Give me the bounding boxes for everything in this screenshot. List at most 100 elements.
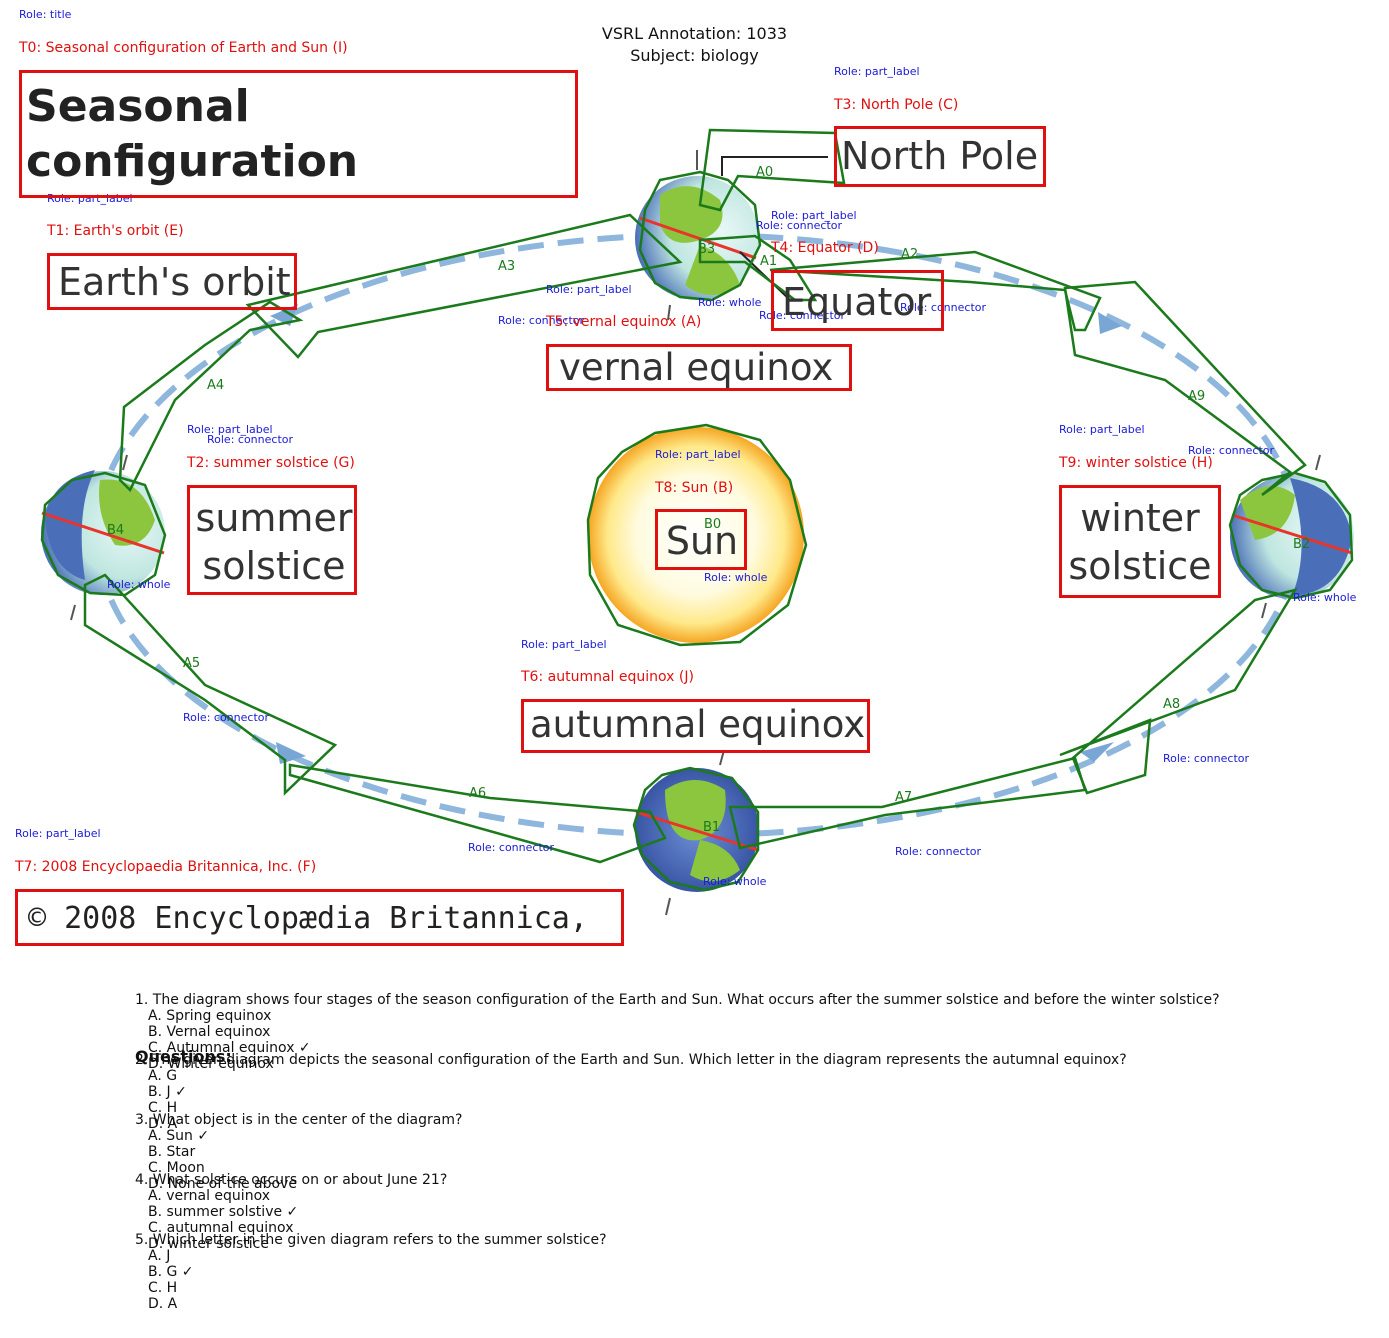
question-1-option: D. Winter equinox [148, 1056, 274, 1072]
vernal-box: vernal equinox [546, 344, 852, 391]
question-4: 4. What solstice occurs on or about June… [135, 1172, 448, 1188]
arrow-label-a1: A1 [760, 254, 778, 269]
outline-b1 [632, 766, 760, 892]
arrow-label-a5: A5 [183, 656, 201, 671]
outline-a9 [1063, 280, 1307, 497]
blob-label-b3: B3 [698, 242, 716, 257]
orbit-arrow-icon [1080, 742, 1114, 762]
question-4-option: B. summer solstive ✓ [148, 1204, 299, 1220]
summer-line-2: solstice [202, 544, 346, 588]
role-part-label: Role: part_label [15, 827, 101, 840]
question-5-option: C. H [148, 1280, 178, 1296]
question-2-option: C. H [148, 1100, 178, 1116]
summer-line-1: summer [195, 496, 353, 540]
question-5-option: D. A [148, 1296, 178, 1312]
summer-box: summer solstice [187, 485, 357, 595]
question-4-option: A. vernal equinox [148, 1188, 270, 1204]
title-line-1: Seasonal configuration [26, 81, 359, 187]
outline-a6 [288, 763, 667, 864]
label-t6: T6: autumnal equinox (J) [521, 669, 694, 685]
arrow-label-a3: A3 [498, 259, 516, 274]
questions-heading: Questions: [135, 1047, 232, 1066]
question-2-option: A. G [148, 1068, 178, 1084]
annotation-id: VSRL Annotation: 1033 [601, 24, 788, 43]
question-2: 2. The given diagram depicts the seasona… [135, 1052, 1127, 1068]
question-1-option: B. Vernal equinox [148, 1024, 271, 1040]
blob-label-b1: B1 [703, 820, 721, 835]
earth-right [1230, 454, 1354, 619]
outline-b0 [586, 423, 808, 647]
role-part-label: Role: part_label [521, 638, 607, 651]
question-3-option: C. Moon [148, 1160, 205, 1176]
question-3: 3. What object is in the center of the d… [135, 1112, 463, 1128]
label-t2: T2: summer solstice (G) [187, 455, 355, 471]
label-t4: T4: Equator (D) [771, 240, 879, 256]
question-5-option: A. J [148, 1248, 171, 1264]
copyright-text: © 2008 Encyclopædia Britannica, Inc. [28, 901, 588, 936]
question-1-option: C. Autumnal equinox ✓ [148, 1040, 311, 1056]
role-part-label: Role: part_label [546, 283, 632, 296]
role-part-label: Role: part_label [771, 209, 857, 222]
orbit-arrow-icon [1098, 312, 1122, 334]
outline-b2 [1228, 471, 1354, 600]
role-connector: Role: connector [183, 711, 270, 724]
outline-a4 [118, 300, 304, 493]
question-1: 1. The diagram shows four stages of the … [135, 992, 1220, 1008]
role-part-label: Role: part_label [655, 448, 741, 461]
earth-bottom [635, 749, 759, 916]
label-t7: T7: 2008 Encyclopaedia Britannica, Inc. … [15, 859, 317, 875]
equator-box: Equator [771, 270, 944, 331]
vernal-text: vernal equinox [559, 346, 834, 389]
role-connector: Role: connector [756, 219, 843, 232]
role-connector: Role: connector [895, 845, 982, 858]
north-pole-text: North Pole [841, 134, 1039, 178]
arrow-label-a8: A8 [1163, 697, 1181, 712]
role-whole: Role: whole [704, 571, 768, 584]
outline-a2 [769, 250, 1102, 332]
role-connector: Role: connector [1188, 444, 1275, 457]
role-connector: Role: connector [759, 309, 846, 322]
winter-line-1: winter [1080, 496, 1200, 540]
role-whole: Role: whole [698, 296, 762, 309]
question-4-option: C. autumnal equinox [148, 1220, 294, 1236]
outline-b4 [40, 471, 167, 597]
winter-box: winter solstice [1059, 485, 1221, 598]
orbit-text: Earth's orbit [58, 260, 291, 304]
autumnal-box: autumnal equinox [521, 699, 870, 753]
role-connector: Role: connector [207, 433, 294, 446]
outline-a3 [245, 213, 683, 359]
blob-label-b2: B2 [1293, 537, 1311, 552]
arrow-label-a6: A6 [469, 786, 487, 801]
arrow-label-a2: A2 [901, 247, 919, 262]
label-t1: T1: Earth's orbit (E) [47, 223, 184, 239]
outline-a5 [83, 573, 338, 796]
label-t5: T5: vernal equinox (A) [546, 314, 702, 330]
question-1-option: A. Spring equinox [148, 1008, 272, 1024]
question-4-option: D. winter solstice [148, 1236, 269, 1252]
outline-b3 [638, 170, 762, 302]
autumnal-text: autumnal equinox [530, 703, 866, 746]
outline-a8 [1059, 588, 1298, 795]
label-t3: T3: North Pole (C) [834, 97, 959, 113]
outline-a1 [698, 234, 818, 302]
role-part-label: Role: part_label [187, 423, 273, 436]
north-pole-box: North Pole [834, 126, 1046, 187]
question-3-option: A. Sun ✓ [148, 1128, 210, 1144]
question-2-option: D. A [148, 1116, 178, 1132]
role-whole: Role: whole [1293, 591, 1357, 604]
arrow-label-a9: A9 [1188, 389, 1206, 404]
blob-label-b4: B4 [107, 523, 125, 538]
label-t0: T0: Seasonal configuration of Earth and … [19, 40, 348, 56]
role-whole: Role: whole [703, 875, 767, 888]
sun-box: Sun [655, 509, 747, 570]
role-title: Role: title [19, 8, 72, 21]
label-t9: T9: winter solstice (H) [1059, 455, 1213, 471]
question-2-option: B. J ✓ [148, 1084, 187, 1100]
subject-label: Subject: biology [630, 46, 759, 65]
title-line-2: of Earth and Sun [26, 189, 575, 195]
equator-text: Equator [782, 280, 932, 324]
blob-label-b0: B0 [704, 517, 722, 532]
earth-top [635, 150, 759, 321]
question-5-option: B. G ✓ [148, 1264, 194, 1280]
